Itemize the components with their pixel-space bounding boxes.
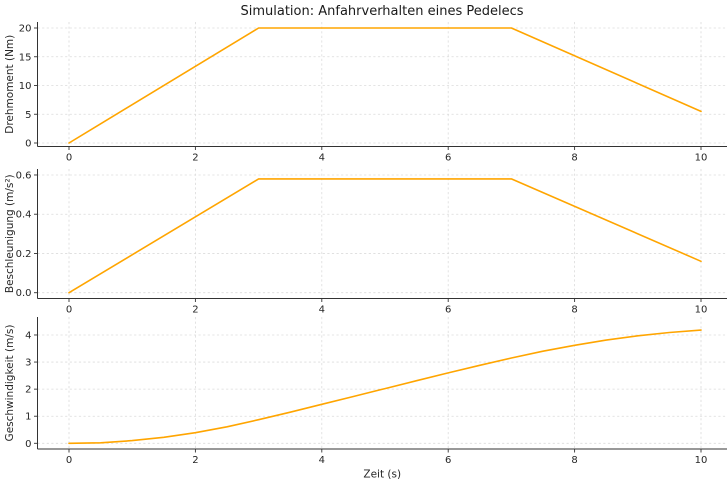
x-tick-label: 2 bbox=[192, 305, 198, 316]
x-axis-label: Zeit (s) bbox=[363, 469, 401, 481]
y-tick-label: 0 bbox=[25, 139, 31, 150]
y-tick-label: 2 bbox=[25, 385, 31, 396]
x-tick-label: 4 bbox=[319, 305, 325, 316]
y-tick-label: 0.4 bbox=[16, 210, 32, 221]
drehmoment-line bbox=[68, 27, 702, 144]
subplot-geschwindigkeit: 0 2 4 6 8 10 0 1 2 3 4 Geschwindigkeit (m/s) Zeit (s… bbox=[4, 317, 727, 481]
y-axis-label: Drehmoment (Nm) bbox=[4, 35, 16, 134]
y-tick-label: 10 bbox=[19, 81, 32, 92]
y-tick-label: 1 bbox=[25, 412, 31, 423]
x-tick-label: 0 bbox=[66, 455, 72, 466]
figure-title: Simulation: Anfahrverhalten eines Pedele… bbox=[240, 4, 524, 19]
x-tick-label: 4 bbox=[319, 153, 325, 164]
y-tick-label: 0 bbox=[25, 439, 31, 450]
y-tick-label: 0.2 bbox=[16, 249, 32, 260]
y-tick-label: 20 bbox=[19, 24, 32, 35]
y-tick-label: 0.0 bbox=[16, 288, 32, 299]
y-tick-label: 0.6 bbox=[16, 170, 32, 181]
x-tick-label: 0 bbox=[66, 153, 72, 164]
x-tick-label: 8 bbox=[571, 455, 577, 466]
x-tick-label: 2 bbox=[192, 153, 198, 164]
x-tick-label: 4 bbox=[319, 455, 325, 466]
y-tick-label: 4 bbox=[25, 330, 31, 341]
beschleunigung-line bbox=[68, 178, 702, 294]
x-tick-label: 0 bbox=[66, 305, 72, 316]
x-tick-label: 6 bbox=[445, 153, 451, 164]
y-tick-label: 5 bbox=[25, 110, 31, 121]
geschwindigkeit-line bbox=[68, 329, 702, 445]
x-tick-label: 8 bbox=[571, 153, 577, 164]
x-tick-label: 10 bbox=[695, 455, 708, 466]
x-tick-label: 6 bbox=[445, 305, 451, 316]
y-axis-label: Geschwindigkeit (m/s) bbox=[4, 325, 16, 442]
x-tick-label: 10 bbox=[695, 153, 708, 164]
y-axis-label: Beschleunigung (m/s²) bbox=[4, 174, 16, 293]
y-tick-label: 3 bbox=[25, 358, 31, 369]
x-tick-label: 6 bbox=[445, 455, 451, 466]
x-tick-label: 8 bbox=[571, 305, 577, 316]
x-tick-label: 10 bbox=[695, 305, 708, 316]
x-tick-label: 2 bbox=[192, 455, 198, 466]
y-tick-label: 15 bbox=[19, 52, 32, 63]
